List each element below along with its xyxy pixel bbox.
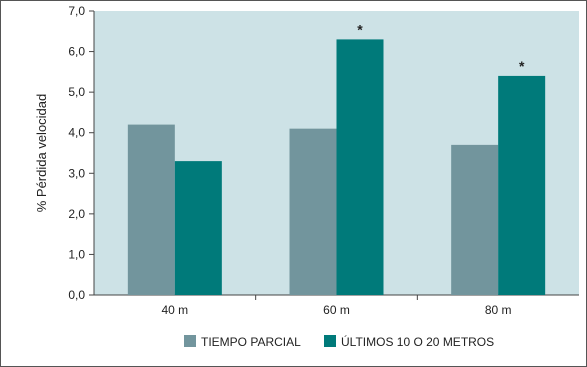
bar-tiempo-parcial [127, 124, 175, 295]
y-axis-label: % Pérdida velocidad [34, 94, 49, 213]
bar-ultimos-metros [336, 39, 384, 296]
bar-tiempo-parcial [451, 144, 499, 295]
y-tick-label: 1,0 [68, 247, 85, 261]
x-tick-label: 80 m [485, 303, 512, 317]
significance-marker: * [519, 58, 525, 74]
legend-swatch [324, 335, 336, 347]
y-tick-label: 5,0 [68, 85, 85, 99]
bar-ultimos-metros [498, 75, 546, 296]
bar-ultimos-metros [174, 161, 222, 295]
legend-label: TIEMPO PARCIAL [201, 335, 301, 349]
x-tick-label: 60 m [323, 303, 350, 317]
y-tick-label: 4,0 [68, 126, 85, 140]
y-tick-label: 7,0 [68, 4, 85, 18]
legend-swatch [184, 335, 196, 347]
y-tick-label: 2,0 [68, 207, 85, 221]
y-tick-label: 3,0 [68, 166, 85, 180]
bar-tiempo-parcial [289, 128, 337, 295]
y-tick-label: 0,0 [68, 288, 85, 302]
y-tick-label: 6,0 [68, 45, 85, 59]
significance-marker: * [357, 21, 363, 37]
x-tick-label: 40 m [161, 303, 188, 317]
legend-label: ÚLTIMOS 10 O 20 METROS [341, 334, 494, 349]
